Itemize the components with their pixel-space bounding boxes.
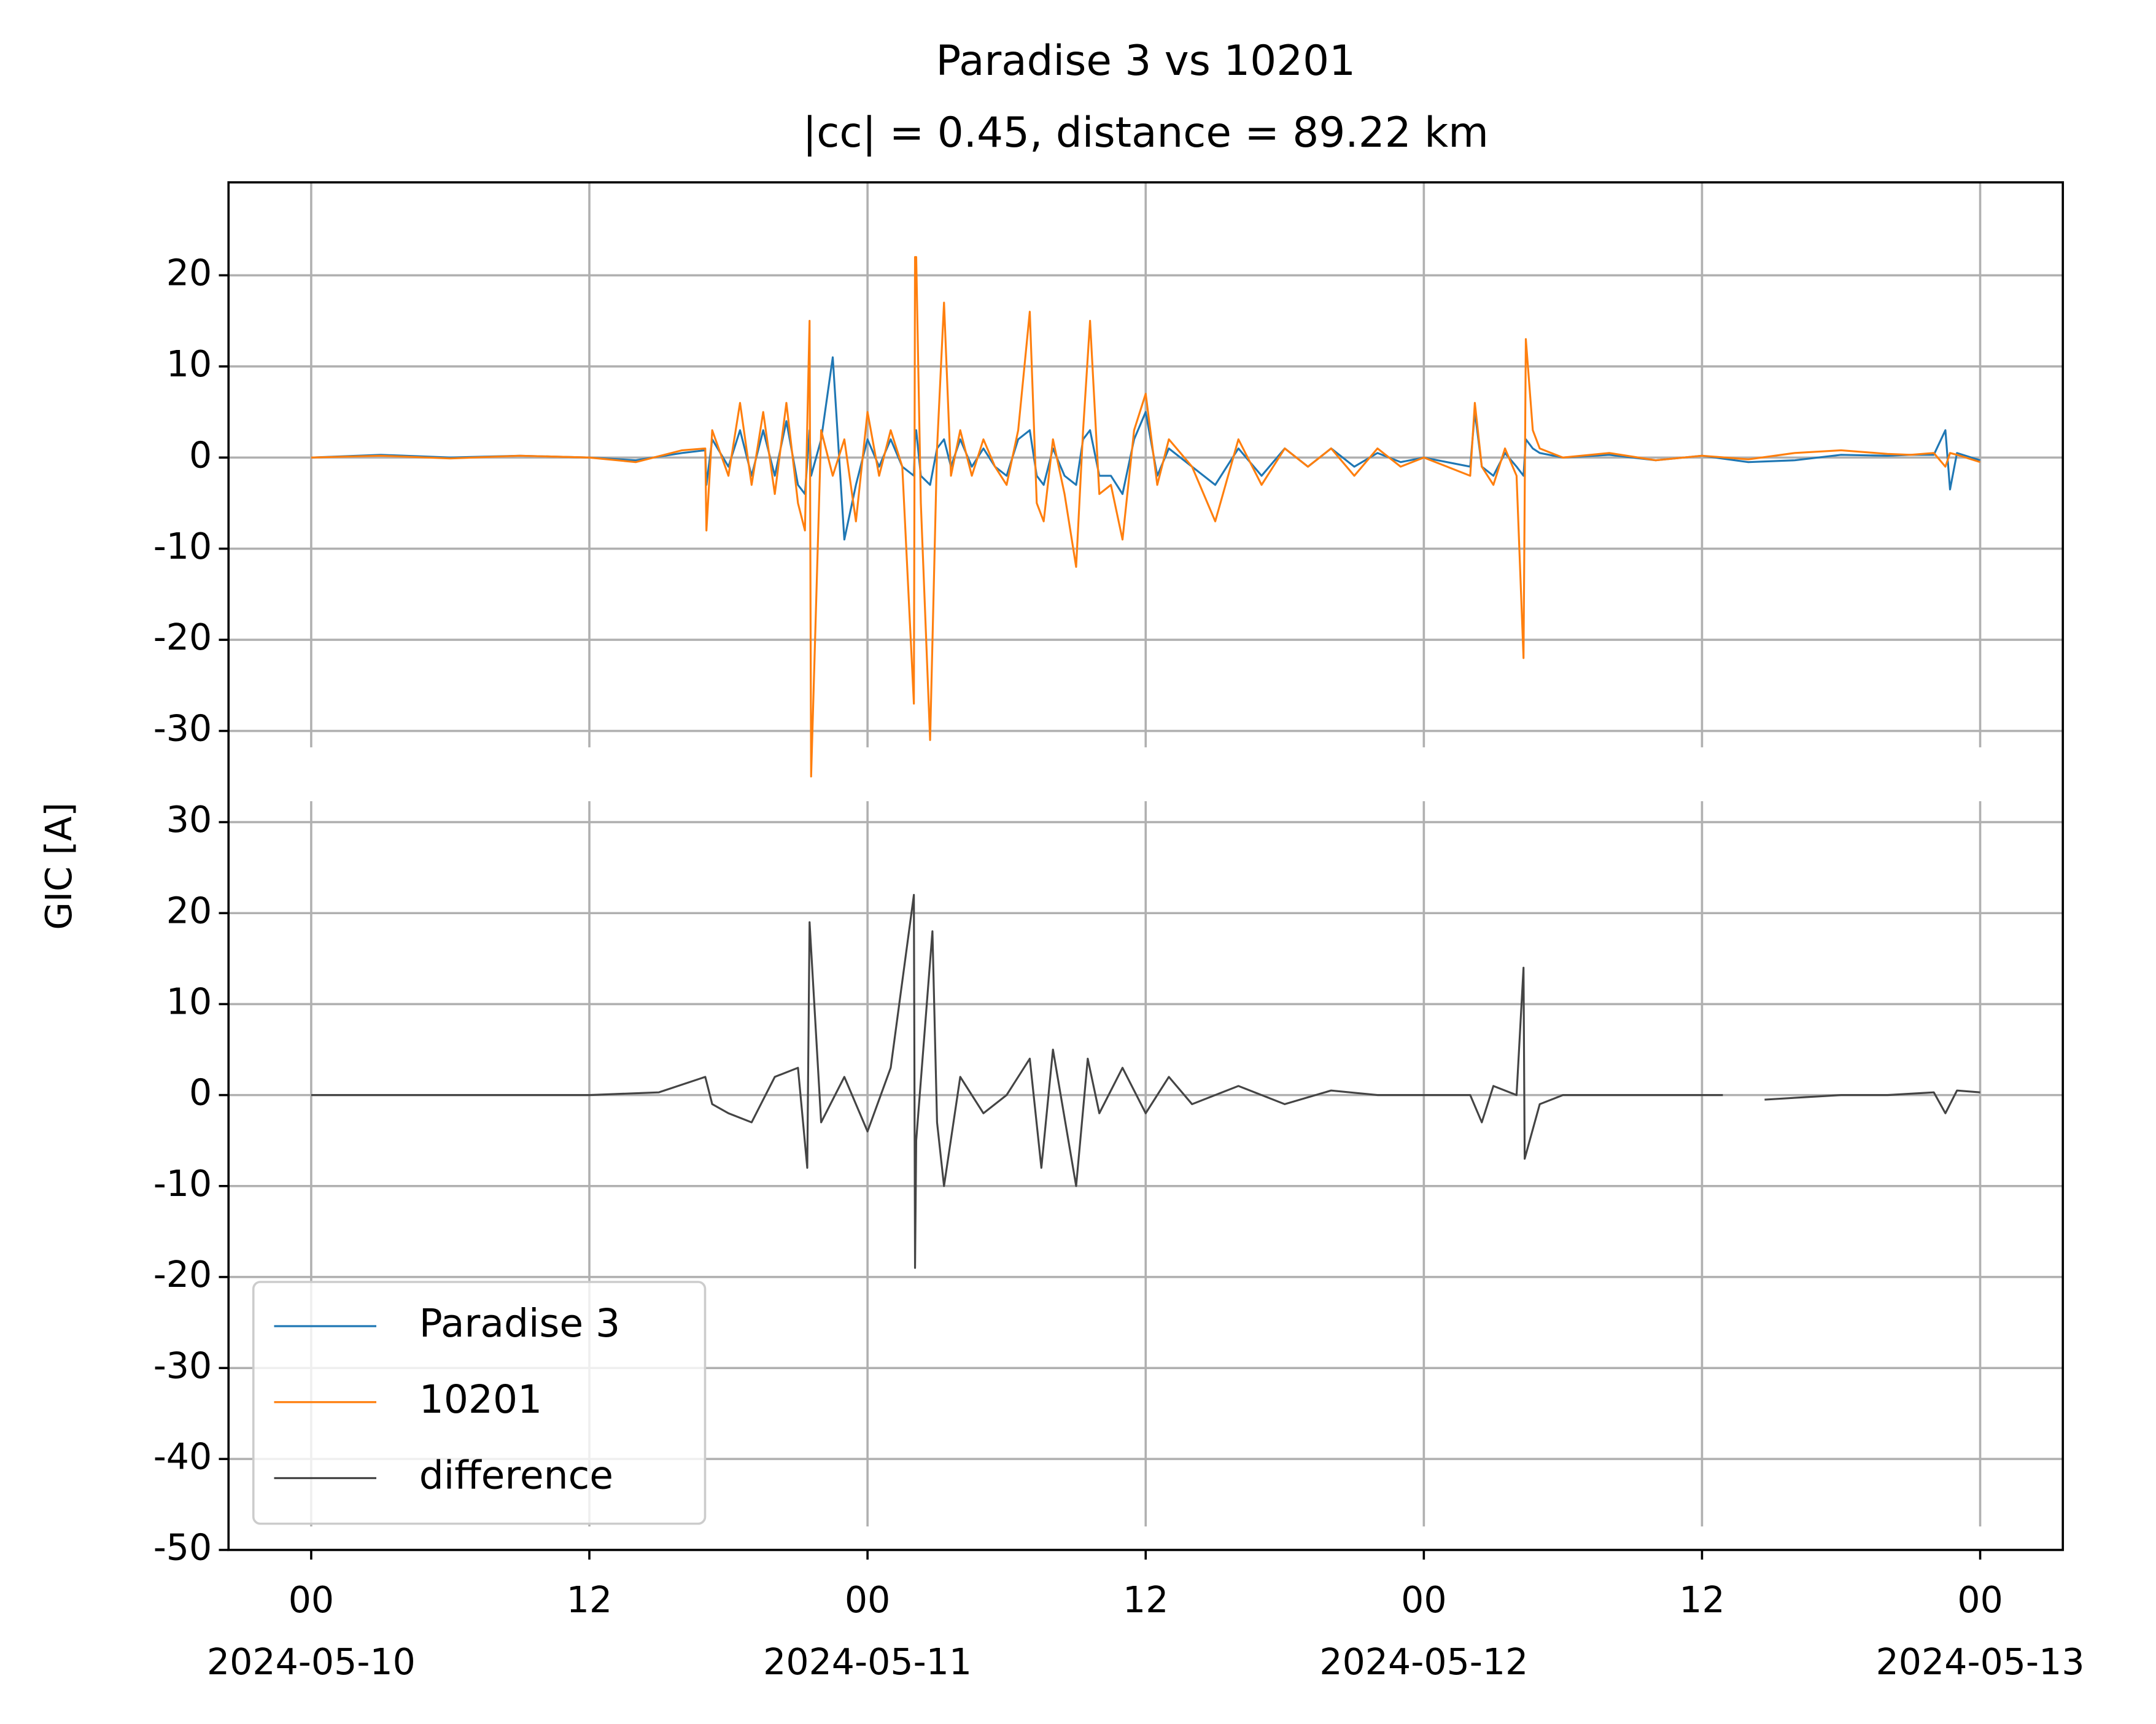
y-tick-label: 0	[189, 1072, 212, 1114]
y-tick-label: 20	[166, 890, 212, 931]
x-tick-label: 12	[1123, 1579, 1168, 1621]
y-tick-label: -40	[153, 1435, 212, 1477]
y-tick-label: -50	[153, 1527, 212, 1569]
y-tick-label: -20	[153, 1254, 212, 1295]
x-tick-label: 00	[1957, 1579, 2003, 1621]
series-line	[311, 256, 1981, 778]
legend-label: difference	[419, 1453, 613, 1498]
legend-label: 10201	[419, 1377, 542, 1422]
x-tick-label: 00	[1401, 1579, 1446, 1621]
plot-frame	[227, 181, 2065, 1551]
legend-box	[252, 1281, 707, 1525]
x-tick-sublabel: 2024-05-11	[763, 1641, 972, 1683]
y-axis-label: GIC [A]	[38, 802, 80, 930]
series-line	[311, 894, 1980, 1269]
chart-title: Paradise 3 vs 10201	[936, 36, 1355, 85]
x-tick-label: 00	[289, 1579, 334, 1621]
chart-subtitle: |cc| = 0.45, distance = 89.22 km	[803, 108, 1489, 157]
y-tick-label: 30	[166, 799, 212, 841]
x-tick-sublabel: 2024-05-10	[207, 1641, 416, 1683]
y-tick-label: -10	[153, 526, 212, 567]
x-tick-sublabel: 2024-05-12	[1319, 1641, 1528, 1683]
y-tick-label: -10	[153, 1163, 212, 1205]
y-tick-label: -20	[153, 616, 212, 658]
y-tick-label: 10	[166, 343, 212, 385]
legend-label: Paradise 3	[419, 1301, 620, 1346]
series-layer	[311, 256, 1981, 1269]
x-tick-sublabel: 2024-05-13	[1876, 1641, 2085, 1683]
y-tick-label: -30	[153, 708, 212, 750]
y-tick-label: 20	[166, 252, 212, 294]
x-tick-label: 12	[1679, 1579, 1724, 1621]
x-tick-label: 00	[845, 1579, 890, 1621]
y-tick-label: 0	[189, 434, 212, 476]
y-tick-label: 10	[166, 981, 212, 1023]
x-tick-label: 12	[567, 1579, 612, 1621]
y-tick-label: -30	[153, 1345, 212, 1386]
